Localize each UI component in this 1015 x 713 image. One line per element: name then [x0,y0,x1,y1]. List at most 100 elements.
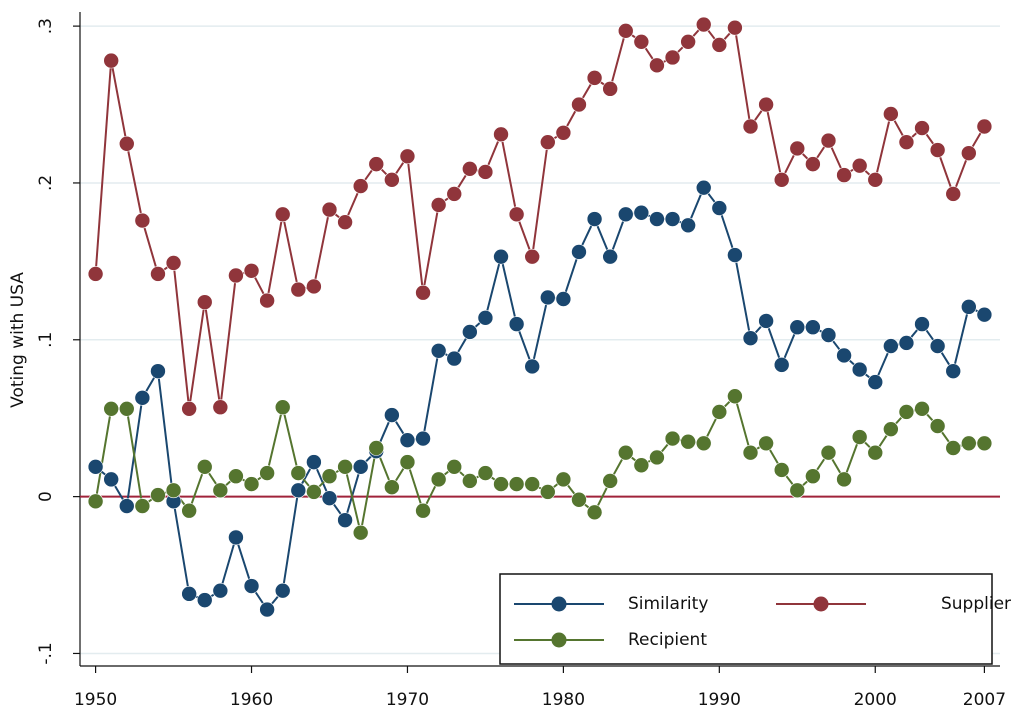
series-line [94,185,985,612]
data-point [228,529,244,546]
data-point [337,459,353,475]
data-point [633,33,650,50]
data-point [399,432,416,448]
data-point [399,148,416,165]
data-point [352,524,369,541]
legend-key-marker [551,632,567,648]
data-point [961,435,977,452]
data-point [508,206,525,223]
data-point [181,586,197,602]
data-point [664,49,681,66]
data-point [898,335,915,351]
data-point [680,433,696,450]
data-point [477,465,494,481]
data-point [649,57,665,74]
data-point [87,493,104,510]
data-point [571,96,587,113]
data-point [243,262,260,279]
legend-key-marker [813,596,829,612]
data-point [727,388,743,405]
data-point [539,134,556,150]
data-point [617,23,634,39]
x-tick-label: 1990 [698,690,741,710]
data-point [165,482,182,499]
data-point [789,319,806,336]
data-point [259,292,275,309]
y-axis-label: Voting with USA [8,272,28,408]
data-point [259,465,275,481]
data-point [789,140,806,157]
data-point [508,476,525,492]
data-point [914,120,930,136]
data-point [976,306,993,323]
data-point [742,444,759,461]
data-point [867,172,884,188]
data-point [789,482,806,499]
data-point [103,52,119,69]
x-tick-label: 1960 [230,690,273,710]
x-tick-label: 1970 [386,690,429,710]
data-point [493,476,509,492]
data-point [820,327,837,343]
data-point [196,294,213,310]
data-point [836,471,852,488]
data-point [103,400,119,417]
data-point [446,459,463,475]
data-point [586,70,603,86]
data-point [228,267,244,284]
data-point [617,206,634,223]
x-tick-label: 1950 [74,690,117,710]
data-point [446,186,463,202]
data-point [976,435,993,452]
data-point [337,512,353,528]
data-point [883,106,899,122]
data-point [212,399,229,416]
data-point [306,454,322,470]
data-point [867,374,884,390]
data-point [883,338,899,354]
data-point [352,178,369,194]
data-point [352,459,369,475]
data-point [384,172,400,188]
data-point [805,319,821,336]
data-point [898,404,915,420]
data-point [914,316,930,332]
data-point [805,468,821,485]
data-point [321,490,338,506]
data-point [399,454,416,470]
data-point [430,342,447,359]
data-point [150,363,166,379]
data-point [836,167,852,183]
data-point [134,390,151,406]
data-point [695,179,712,196]
data-point [727,247,743,263]
data-point [555,291,572,307]
data-point [961,299,977,315]
data-point [493,248,509,265]
data-point [181,502,197,519]
data-point [758,435,774,452]
data-point [711,37,728,53]
data-point [524,248,541,265]
data-point [290,482,307,499]
data-point [539,289,556,306]
data-point [539,484,556,500]
data-point [306,484,322,500]
data-point [274,582,291,599]
data-point [306,278,322,295]
data-point [415,430,431,447]
data-point [165,255,182,271]
data-point [649,449,665,466]
data-point [462,324,478,340]
data-point [836,347,852,364]
data-point [508,316,525,332]
data-point [555,471,572,488]
data-point [758,313,774,329]
data-point [118,400,135,417]
data-point [290,465,307,481]
data-point [664,211,681,227]
data-point [337,214,353,230]
data-point [150,487,166,503]
